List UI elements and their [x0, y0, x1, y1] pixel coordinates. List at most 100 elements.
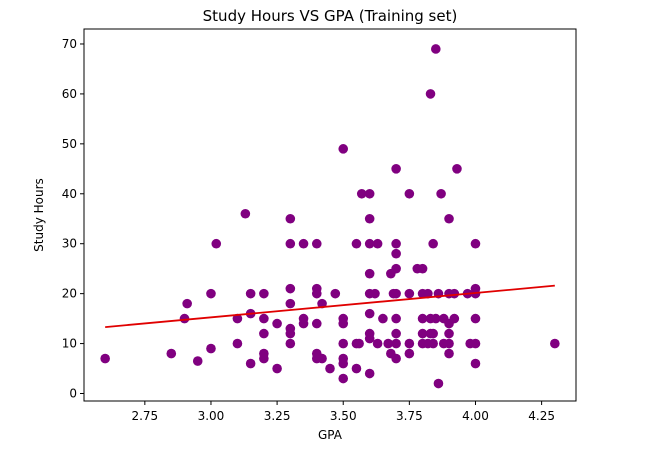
data-point [182, 298, 192, 309]
data-point [351, 238, 362, 249]
data-point [338, 338, 349, 349]
y-axis-title: Study Hours [32, 178, 46, 252]
data-point [378, 313, 388, 324]
data-point [245, 358, 256, 369]
data-point [452, 164, 462, 174]
x-tick-label: 4.00 [462, 409, 489, 423]
data-point [436, 188, 446, 199]
y-tick-label: 40 [62, 187, 77, 201]
data-point [206, 343, 216, 354]
data-point [391, 353, 401, 364]
data-point [338, 353, 349, 364]
data-point [211, 238, 222, 249]
data-point [470, 313, 481, 324]
data-point [338, 144, 349, 154]
data-point [404, 348, 415, 359]
data-point [391, 248, 401, 259]
data-point [259, 328, 269, 339]
data-point [428, 238, 438, 249]
data-point [364, 368, 375, 379]
data-point [444, 213, 454, 224]
data-point [470, 338, 481, 349]
data-point [404, 288, 415, 299]
x-tick-label: 3.50 [330, 409, 357, 423]
y-tick-label: 0 [69, 387, 77, 401]
data-point [166, 348, 177, 359]
data-point [372, 238, 383, 249]
y-tick-label: 60 [62, 87, 77, 101]
x-tick-label: 3.25 [264, 409, 291, 423]
data-point [370, 288, 380, 299]
data-point [383, 338, 393, 349]
data-point [192, 356, 203, 366]
data-point [285, 283, 296, 294]
data-point [428, 328, 438, 339]
data-point [417, 263, 428, 274]
data-point [364, 328, 375, 339]
plot-area-frame [83, 28, 577, 402]
data-point [232, 313, 243, 324]
data-point [391, 238, 401, 249]
x-tick-label: 2.75 [131, 409, 158, 423]
data-point [364, 188, 375, 199]
data-point [317, 353, 327, 364]
data-point [240, 208, 251, 219]
data-point [311, 283, 322, 294]
data-point [259, 288, 269, 299]
data-point [179, 313, 190, 324]
data-point [391, 164, 401, 174]
data-point [470, 358, 481, 369]
data-point [285, 338, 296, 349]
data-point [364, 268, 375, 279]
data-point [391, 328, 401, 339]
x-tick-label: 4.25 [528, 409, 555, 423]
chart-title: Study Hours VS GPA (Training set) [203, 7, 458, 25]
data-point [425, 89, 436, 99]
data-point [417, 328, 428, 339]
regression-line [105, 284, 555, 328]
data-point [391, 288, 401, 299]
data-point [298, 238, 309, 249]
y-tick-label: 20 [62, 287, 77, 301]
data-point [206, 288, 216, 299]
data-point [470, 238, 481, 249]
x-tick-label: 3.75 [396, 409, 423, 423]
data-point [470, 283, 481, 294]
data-point [391, 338, 401, 349]
data-point [338, 313, 349, 324]
data-point [431, 44, 441, 54]
data-point [550, 338, 560, 349]
data-point [431, 313, 441, 324]
data-point [298, 313, 309, 324]
x-tick-label: 3.00 [198, 409, 225, 423]
data-point [285, 238, 296, 249]
y-axis-ticks: 0 10 20 30 40 50 60 70 [62, 37, 84, 401]
x-axis-title: GPA [318, 428, 343, 442]
data-point [364, 308, 375, 319]
data-point [372, 338, 383, 349]
data-point [100, 353, 110, 364]
y-tick-label: 30 [62, 237, 77, 251]
data-point [449, 288, 460, 299]
data-point [311, 318, 322, 329]
y-tick-label: 10 [62, 337, 77, 351]
data-point [449, 313, 460, 324]
data-point [338, 373, 349, 384]
data-point [259, 348, 269, 359]
data-point [354, 338, 364, 349]
data-point [285, 298, 296, 309]
y-tick-label: 70 [62, 37, 77, 51]
data-point [428, 338, 438, 349]
data-point [423, 288, 433, 299]
data-point [364, 213, 375, 224]
data-point [404, 338, 415, 349]
data-point [351, 363, 362, 374]
data-point [311, 238, 322, 249]
data-point [404, 188, 415, 199]
data-point [285, 323, 296, 334]
data-point [417, 313, 428, 324]
data-point [272, 363, 282, 374]
data-point [259, 313, 269, 324]
